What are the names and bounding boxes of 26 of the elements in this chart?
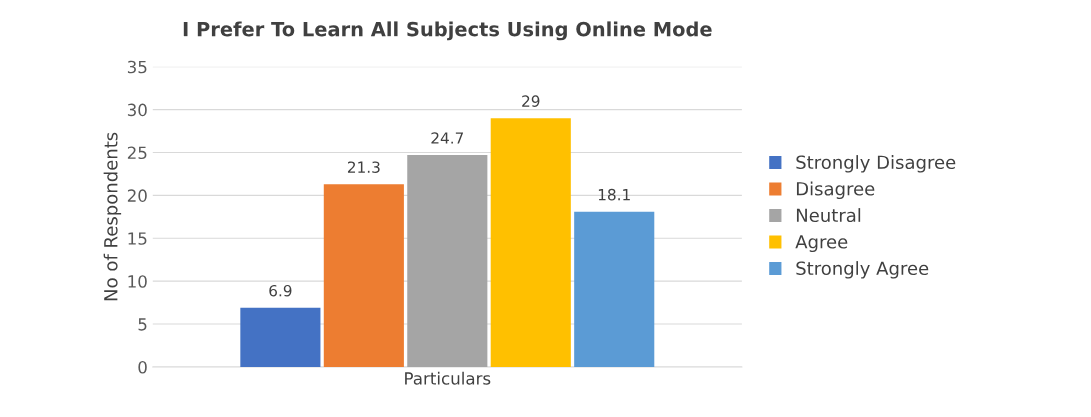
legend-label: Disagree: [796, 181, 875, 200]
y-tick-label: 20: [127, 189, 147, 202]
legend-label: Neutral: [796, 208, 861, 223]
data-label: 6.9: [269, 284, 292, 297]
chart-title: I Prefer To Learn All Subjects Using Online Mode: [183, 21, 712, 41]
data-label: 21.3: [347, 161, 380, 173]
legend-label: Strongly Agree: [796, 261, 929, 279]
y-tick-label: 35: [127, 60, 147, 74]
bar: [490, 118, 571, 367]
y-tick-label: 5: [138, 318, 147, 331]
y-tick-label: 30: [127, 103, 147, 117]
bar: [240, 307, 321, 367]
bar: [574, 211, 655, 367]
legend-label: Strongly Disagree: [796, 155, 956, 173]
x-tick-label: Particulars: [405, 371, 491, 385]
data-label: 18.1: [598, 188, 630, 201]
bar: [407, 155, 488, 367]
bar: [323, 184, 404, 367]
legend-label: Agree: [795, 235, 848, 253]
y-tick-label: 10: [128, 275, 147, 288]
y-tick-label: 0: [138, 360, 147, 374]
y-tick-label: 25: [127, 146, 147, 160]
y-axis-title: No of Respondents: [103, 132, 122, 301]
data-label: 24.7: [431, 132, 464, 144]
y-tick-label: 15: [128, 232, 147, 245]
data-label: 29: [522, 95, 540, 107]
